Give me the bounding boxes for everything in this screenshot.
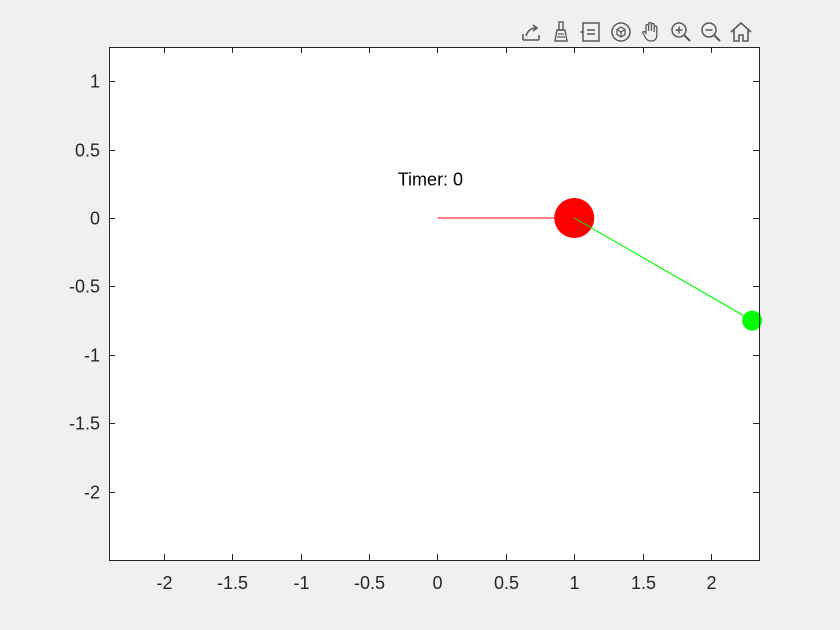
zoom-in-button[interactable] — [668, 18, 694, 46]
pan-button[interactable] — [638, 18, 664, 46]
axes-box — [109, 47, 760, 561]
zoom-out-icon — [701, 22, 721, 42]
y-tick-label: -1 — [84, 346, 100, 366]
export-button[interactable] — [518, 18, 544, 46]
y-tick-label: 0.5 — [75, 141, 100, 161]
x-tick-label: 2 — [706, 573, 716, 593]
export-icon — [522, 24, 540, 41]
y-tick-label: 0 — [90, 209, 100, 229]
data-tips-icon — [580, 22, 600, 42]
chart-marks — [437, 198, 763, 331]
x-tick-label: -0.5 — [354, 573, 385, 593]
brush-button[interactable] — [548, 18, 574, 46]
x-tick-label: 1.5 — [631, 573, 656, 593]
x-tick-label: -1.5 — [217, 573, 248, 593]
axes-background — [109, 47, 759, 560]
zoom-out-button[interactable] — [698, 18, 724, 46]
y-tick-label: 1 — [90, 72, 100, 92]
tick-labels: -2 -1.5 -1 -0.5 0 0.5 1 1.5 2 1 0.5 0 -0.5 -1 -1.5 -2 Ti… — [69, 72, 717, 594]
x-tick-label: -1 — [293, 573, 309, 593]
pan-hand-icon — [642, 21, 658, 42]
home-button[interactable] — [728, 18, 754, 46]
home-icon — [730, 21, 752, 42]
rotate-3d-icon — [611, 22, 631, 42]
x-tick-label: 0.5 — [494, 573, 519, 593]
x-tick-label: 1 — [569, 573, 579, 593]
y-tick-label: -1.5 — [69, 414, 100, 434]
brush-icon — [554, 21, 568, 42]
series-line-overlay-1 — [574, 217, 753, 322]
x-tick-label: -2 — [156, 573, 172, 593]
timer-annotation: Timer: 0 — [398, 170, 463, 190]
x-tick-label: 0 — [432, 573, 442, 593]
zoom-in-icon — [671, 22, 691, 42]
data-tips-button[interactable] — [578, 18, 604, 46]
rotate-button[interactable] — [608, 18, 634, 46]
y-tick-label: -0.5 — [69, 277, 100, 297]
axes-toolbar — [518, 16, 754, 48]
y-tick-label: -2 — [84, 483, 100, 503]
